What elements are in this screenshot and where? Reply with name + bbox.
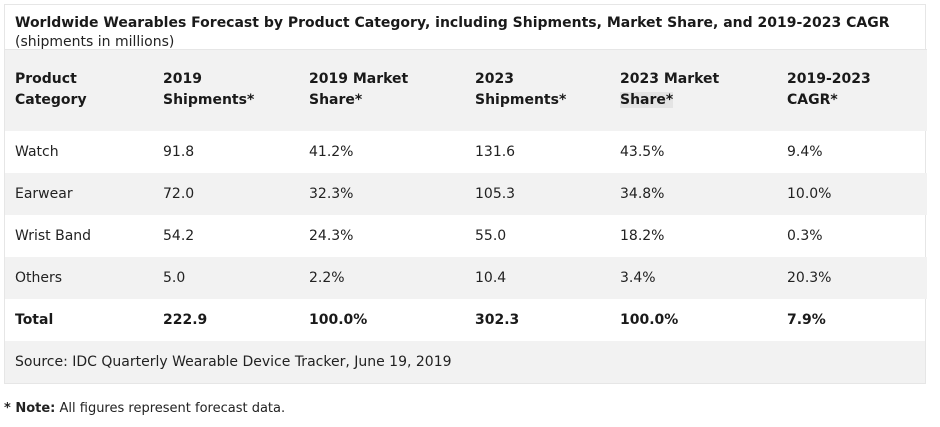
table-cell: 24.3% [309,227,354,244]
table-cell: 0.3% [787,227,823,244]
forecast-note: * Note: All figures represent forecast d… [4,401,926,416]
title-block: Worldwide Wearables Forecast by Product … [5,5,925,50]
table-cell: 34.8% [610,172,777,215]
data-table: Product Category 2019 Shipments* 2019 Ma… [5,49,927,341]
table-cell: Others [5,256,153,299]
source-footer: Source: IDC Quarterly Wearable Device Tr… [5,340,925,383]
table-cell: 2.2% [299,256,465,299]
table-row: Earwear 72.0 32.3% 105.3 34.8% 10.0% [5,172,927,215]
table-cell: 100.0% [309,311,368,328]
table-cell: Earwear [5,172,153,215]
col-header-line: Category [15,92,87,109]
col-header-line: 2019 [163,71,202,88]
col-header-line: 2019 Market [309,71,409,88]
col-header-line: 2023 [475,71,514,88]
col-header-2019-shipments: 2019 Shipments* [153,49,299,131]
table-row: Watch 91.8 41.2% 131.6 43.5% 9.4% [5,131,927,173]
table-cell: 302.3 [475,311,520,328]
note-label: * Note: [4,400,56,416]
table-cell: 222.9 [163,311,208,328]
table-cell: 41.2% [309,143,354,160]
table-cell: 32.3% [299,172,465,215]
table-cell: 131.6 [475,143,516,160]
table-title: Worldwide Wearables Forecast by Product … [15,15,890,31]
table-cell: 18.2% [620,227,665,244]
col-header-2023-shipments: 2023 Shipments* [465,49,610,131]
table-cell: 10.4 [465,256,610,299]
note-text: All figures represent forecast data. [55,400,286,416]
table-cell: Total [15,311,54,328]
col-header-2023-market-share: 2023 Market Share* [610,49,777,131]
table-cell: 43.5% [620,143,665,160]
table-subtitle: (shipments in millions) [15,34,175,50]
table-cell: 7.9% [787,311,826,328]
table-cell: 55.0 [475,227,507,244]
table-cell: 105.3 [465,172,610,215]
table-cell: 9.4% [787,143,823,160]
table-frame: Worldwide Wearables Forecast by Product … [4,4,927,384]
header-row: Product Category 2019 Shipments* 2019 Ma… [5,49,927,131]
col-header-2019-market-share: 2019 Market Share* [299,49,465,131]
table-cell: 100.0% [620,311,679,328]
table-cell: 54.2 [163,227,195,244]
col-header-cagr: 2019-2023 CAGR* [777,49,927,131]
col-header-product-category: Product Category [5,49,153,131]
wearables-forecast-table-container: Worldwide Wearables Forecast by Product … [4,4,927,416]
table-cell: 5.0 [153,256,299,299]
col-header-line: Shipments* [475,92,567,109]
table-cell: Wrist Band [15,227,92,244]
table-row: Wrist Band 54.2 24.3% 55.0 18.2% 0.3% [5,215,927,257]
total-row: Total 222.9 100.0% 302.3 100.0% 7.9% [5,299,927,341]
table-cell: Watch [15,143,59,160]
table-cell: 3.4% [610,256,777,299]
table-cell: 72.0 [153,172,299,215]
col-header-line: Share* [309,92,363,109]
table-cell: 91.8 [163,143,195,160]
highlighted-text: Share* [620,92,674,109]
col-header-line: 2023 Market [620,71,720,88]
col-header-line: 2019-2023 CAGR* [787,71,871,109]
col-header-line: Product [15,71,77,88]
table-row: Others 5.0 2.2% 10.4 3.4% 20.3% [5,256,927,299]
table-cell: 20.3% [777,256,927,299]
col-header-line: Share* [620,90,767,111]
table-cell: 10.0% [777,172,927,215]
col-header-line: Shipments* [163,92,255,109]
